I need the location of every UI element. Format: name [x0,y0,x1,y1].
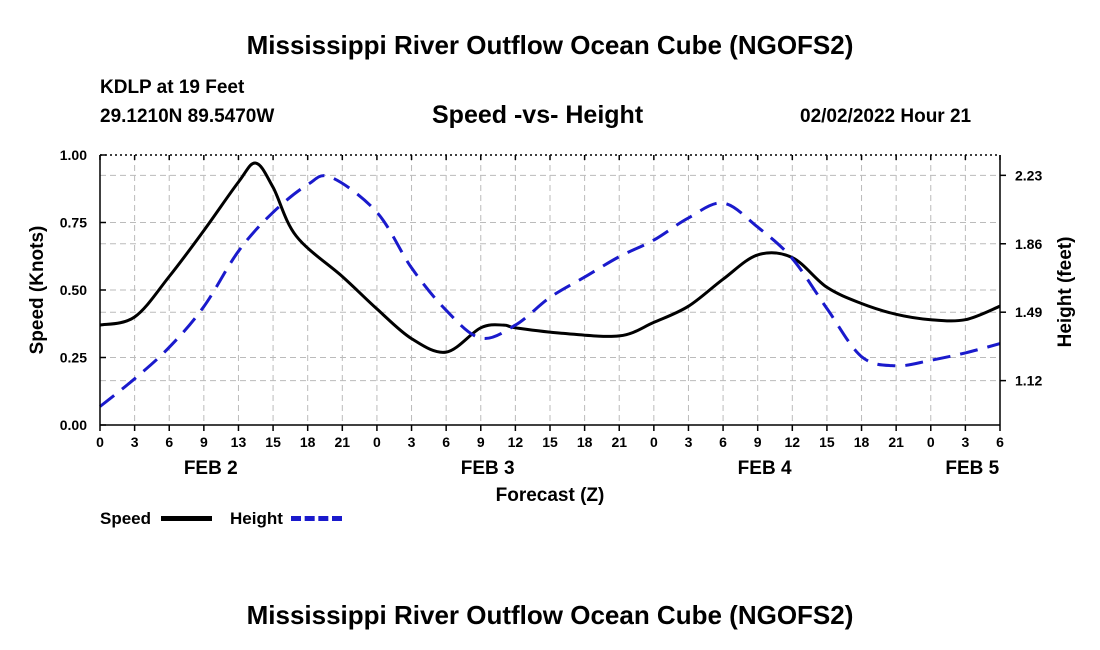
date-label: FEB 2 [184,458,238,479]
footer-title: Mississippi River Outflow Ocean Cube (NG… [246,600,854,630]
x-tick-label: 12 [508,434,524,450]
y2-tick-label: 1.86 [1015,236,1042,252]
x-tick-label: 15 [542,434,558,450]
x-tick-label: 9 [477,434,485,450]
x-tick-label: 21 [335,434,351,450]
y-tick-label: 0.00 [60,417,87,433]
legend-speed-swatch [161,516,212,521]
chart-subtitle: Speed -vs- Height [432,101,644,129]
x-tick-label: 18 [854,434,870,450]
x-tick-label: 6 [165,434,173,450]
x-tick-label: 21 [611,434,627,450]
x-tick-label: 0 [96,434,104,450]
x-tick-label: 3 [685,434,693,450]
station-label: KDLP at 19 Feet [100,77,245,98]
y2-tick-label: 2.23 [1015,167,1042,183]
x-tick-label: 9 [754,434,762,450]
y-axis-title: Speed (Knots) [27,226,48,355]
x-tick-label: 9 [200,434,208,450]
x-tick-label: 3 [961,434,969,450]
forecast-datetime: 02/02/2022 Hour 21 [800,106,972,127]
x-tick-label: 13 [231,434,247,450]
date-label: FEB 3 [461,458,515,479]
x-tick-label: 0 [373,434,381,450]
y-tick-label: 1.00 [60,147,87,163]
legend-height-swatch [291,516,342,521]
x-tick-label: 0 [927,434,935,450]
x-tick-label: 6 [442,434,450,450]
page-title: Mississippi River Outflow Ocean Cube (NG… [246,30,854,60]
y-tick-label: 0.25 [60,350,87,366]
x-tick-label: 12 [785,434,801,450]
y-tick-label: 0.75 [60,215,87,231]
y2-tick-label: 1.12 [1015,373,1042,389]
date-label: FEB 4 [738,458,792,479]
x-tick-label: 18 [300,434,316,450]
x-axis-title: Forecast (Z) [496,485,605,506]
x-tick-label: 3 [131,434,139,450]
x-tick-label: 0 [650,434,658,450]
date-label: FEB 5 [945,458,999,479]
y2-tick-label: 1.49 [1015,304,1042,320]
legend-height-label: Height [230,509,283,528]
x-tick-label: 6 [996,434,1004,450]
x-tick-label: 18 [577,434,593,450]
speed-series-line [99,161,1001,354]
x-tick-label: 15 [265,434,281,450]
x-tick-label: 21 [888,434,904,450]
station-coordinates: 29.1210N 89.5470W [100,106,275,127]
x-tick-label: 15 [819,434,835,450]
y2-axis-title: Height (feet) [1055,237,1076,348]
y-tick-label: 0.50 [60,282,87,298]
x-tick-label: 3 [408,434,416,450]
x-tick-label: 6 [719,434,727,450]
legend-speed-label: Speed [100,509,152,528]
